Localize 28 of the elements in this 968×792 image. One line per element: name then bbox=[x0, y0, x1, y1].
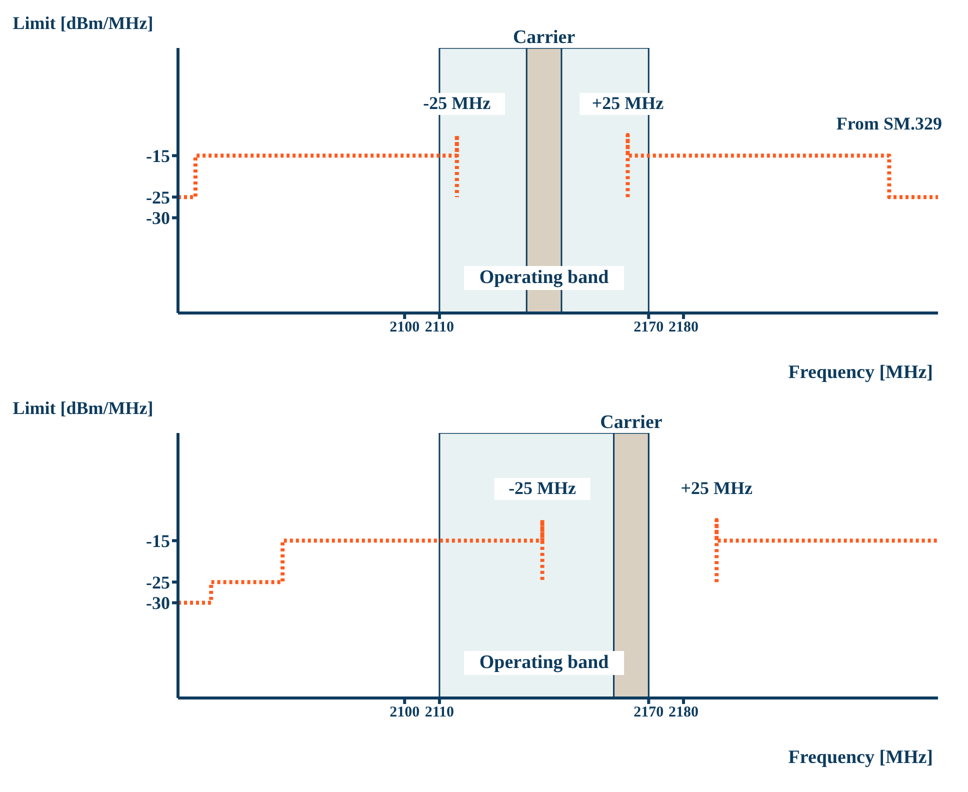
x-axis-title: Frequency [MHz] bbox=[788, 362, 933, 383]
y-tick-label: -30 bbox=[146, 593, 170, 614]
band-label: Carrier bbox=[600, 412, 663, 433]
x-tick-label: 2100 bbox=[390, 320, 420, 336]
x-tick-label: 2100 bbox=[390, 704, 420, 721]
band-label: Carrier bbox=[512, 27, 576, 48]
y-tick-label: -30 bbox=[146, 208, 170, 228]
band-label: Operating band bbox=[479, 652, 610, 673]
annotation: +25 MHz bbox=[680, 478, 752, 498]
band-label: Operating band bbox=[479, 267, 610, 288]
y-tick-label: -25 bbox=[146, 572, 170, 592]
annotation: From SM.329 bbox=[836, 114, 942, 134]
y-tick-label: -15 bbox=[146, 531, 170, 552]
y-axis-title: Limit [dBm/MHz] bbox=[12, 12, 154, 33]
y-axis-title: Limit [dBm/MHz] bbox=[12, 398, 154, 418]
y-tick-label: -15 bbox=[146, 146, 170, 166]
y-tick-label: -25 bbox=[146, 187, 170, 208]
x-tick-label: 2170 bbox=[634, 320, 664, 336]
x-tick-label: 2180 bbox=[668, 704, 699, 721]
x-tick-label: 2170 bbox=[634, 704, 664, 721]
x-tick-label: 2110 bbox=[424, 320, 454, 336]
x-tick-label: 2180 bbox=[668, 320, 699, 336]
annotation: -25 MHz bbox=[423, 92, 491, 113]
line-series bbox=[178, 518, 544, 605]
annotation: -25 MHz bbox=[508, 478, 576, 498]
x-tick-label: 2110 bbox=[424, 704, 454, 721]
annotation: +25 MHz bbox=[592, 92, 664, 113]
x-axis-title: Frequency [MHz] bbox=[788, 747, 933, 768]
